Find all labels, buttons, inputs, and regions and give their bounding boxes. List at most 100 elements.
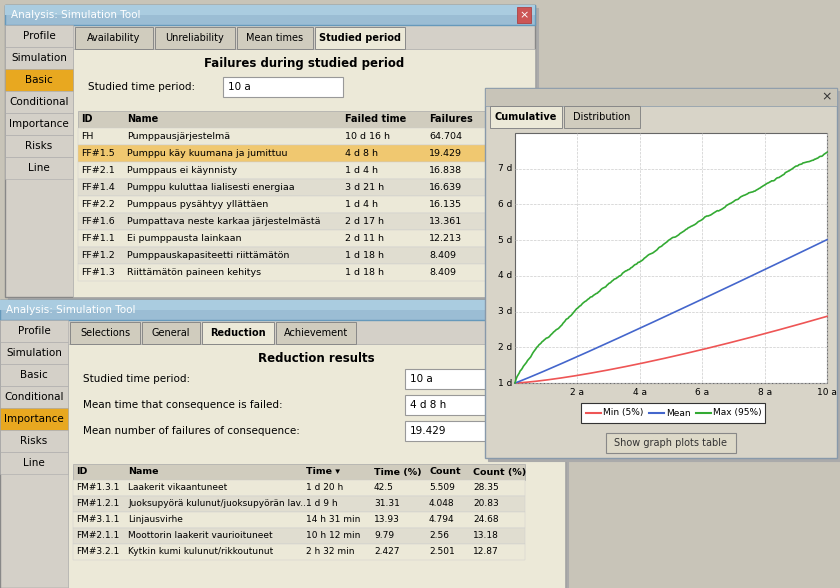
Text: 4 d 8 h: 4 d 8 h	[345, 149, 378, 158]
Bar	[485, 88, 837, 458]
Text: Time ▾: Time ▾	[306, 467, 340, 476]
Text: Count: Count	[429, 467, 460, 476]
Bar	[78, 196, 486, 213]
Bar	[0, 452, 68, 474]
Text: FM#2.1.1: FM#2.1.1	[76, 532, 119, 540]
Text: 4 d: 4 d	[498, 271, 512, 280]
Text: Availability: Availability	[87, 33, 140, 43]
Text: Selections: Selections	[80, 328, 130, 338]
Text: Risks: Risks	[25, 141, 53, 151]
Bar	[73, 49, 535, 297]
Text: Time (%): Time (%)	[374, 467, 422, 476]
Text: 1 d 18 h: 1 d 18 h	[345, 268, 384, 277]
Bar	[78, 213, 486, 230]
Text: 2 h 32 min: 2 h 32 min	[306, 547, 354, 556]
Bar	[78, 230, 486, 247]
Bar	[315, 27, 405, 49]
Text: Achievement: Achievement	[284, 328, 348, 338]
Text: FF#1.6: FF#1.6	[81, 217, 115, 226]
Text: 3 d: 3 d	[497, 307, 512, 316]
Text: Distribution: Distribution	[574, 112, 631, 122]
Text: 16.838: 16.838	[429, 166, 462, 175]
Bar	[405, 369, 553, 389]
Bar	[0, 386, 68, 408]
Text: Mean: Mean	[666, 409, 690, 417]
Text: FF#1.5: FF#1.5	[81, 149, 115, 158]
Text: 4.048: 4.048	[429, 499, 454, 509]
Text: Max (95%): Max (95%)	[713, 409, 762, 417]
Text: 13.18: 13.18	[473, 532, 499, 540]
Bar	[202, 322, 274, 344]
Bar	[73, 464, 525, 480]
Text: 6 d: 6 d	[497, 200, 512, 209]
Bar	[8, 8, 538, 300]
Text: Mean time that consequence is failed:: Mean time that consequence is failed:	[83, 400, 282, 410]
Text: 2.427: 2.427	[374, 547, 400, 556]
Text: 2 d 17 h: 2 d 17 h	[345, 217, 384, 226]
Bar	[276, 322, 356, 344]
Text: Profile: Profile	[23, 31, 55, 41]
Text: Unreliability: Unreliability	[165, 33, 224, 43]
Bar	[0, 300, 565, 310]
Bar	[515, 133, 827, 383]
Text: 8.409: 8.409	[429, 268, 456, 277]
Bar	[155, 27, 235, 49]
Text: 14 h 31 min: 14 h 31 min	[306, 516, 360, 524]
Text: FF#1.2: FF#1.2	[81, 251, 115, 260]
Text: Importance: Importance	[9, 119, 69, 129]
Text: Simulation: Simulation	[6, 348, 62, 358]
Bar	[78, 264, 486, 281]
Text: 9.79: 9.79	[374, 532, 394, 540]
Bar	[78, 145, 486, 162]
Text: Mean number of failures of consequence:: Mean number of failures of consequence:	[83, 426, 300, 436]
Text: FF#1.1: FF#1.1	[81, 234, 115, 243]
Text: Basic: Basic	[20, 370, 48, 380]
Text: 1 d 20 h: 1 d 20 h	[306, 483, 344, 493]
Text: 1 d 18 h: 1 d 18 h	[345, 251, 384, 260]
Text: Studied period: Studied period	[319, 33, 401, 43]
Text: 10 d 16 h: 10 d 16 h	[345, 132, 390, 141]
Bar	[0, 408, 68, 430]
Text: 8.409: 8.409	[429, 251, 456, 260]
Text: 1 d 4 h: 1 d 4 h	[345, 166, 378, 175]
Bar	[0, 430, 68, 452]
Text: ×: ×	[519, 10, 528, 20]
Bar	[0, 320, 68, 342]
Text: 31.31: 31.31	[374, 499, 400, 509]
Text: Simulation: Simulation	[11, 53, 67, 63]
Text: Basic: Basic	[25, 75, 53, 85]
Text: ID: ID	[81, 115, 92, 125]
Text: 10 a: 10 a	[410, 374, 433, 384]
Text: Studied time period:: Studied time period:	[88, 82, 195, 92]
Bar	[78, 111, 486, 128]
Bar	[5, 5, 535, 25]
Text: 64.704: 64.704	[429, 132, 462, 141]
Text: 5 d: 5 d	[497, 236, 512, 245]
Bar	[237, 27, 313, 49]
Text: 19.429: 19.429	[410, 426, 447, 436]
Text: Reduction: Reduction	[210, 328, 265, 338]
Bar	[581, 403, 765, 423]
Text: Moottorin laakerit vaurioituneet: Moottorin laakerit vaurioituneet	[128, 532, 273, 540]
Text: ×: ×	[549, 305, 559, 315]
Text: 2.501: 2.501	[429, 547, 454, 556]
Text: Juoksupyörä kulunut/juoksupyörän lav...: Juoksupyörä kulunut/juoksupyörän lav...	[128, 499, 309, 509]
Text: Profile: Profile	[18, 326, 50, 336]
Text: 4 a: 4 a	[633, 388, 647, 397]
Text: 10 h 12 min: 10 h 12 min	[306, 532, 360, 540]
Text: Studied time period:: Studied time period:	[83, 374, 190, 384]
Text: 2 d 11 h: 2 d 11 h	[345, 234, 384, 243]
Bar	[488, 91, 840, 461]
Text: FF#2.1: FF#2.1	[81, 166, 115, 175]
Text: Importance: Importance	[4, 414, 64, 424]
Text: Pumppaus pysähtyy yllättäen: Pumppaus pysähtyy yllättäen	[127, 200, 268, 209]
Text: 2 a: 2 a	[570, 388, 585, 397]
Bar	[485, 88, 837, 106]
Text: 2 d: 2 d	[498, 343, 512, 352]
Text: Analysis: Simulation Tool: Analysis: Simulation Tool	[11, 10, 140, 20]
Text: 4 d 8 h: 4 d 8 h	[410, 400, 446, 410]
Bar	[75, 27, 153, 49]
Text: Ei pumppausta lainkaan: Ei pumppausta lainkaan	[127, 234, 242, 243]
Bar	[5, 25, 73, 47]
Bar	[405, 421, 553, 441]
